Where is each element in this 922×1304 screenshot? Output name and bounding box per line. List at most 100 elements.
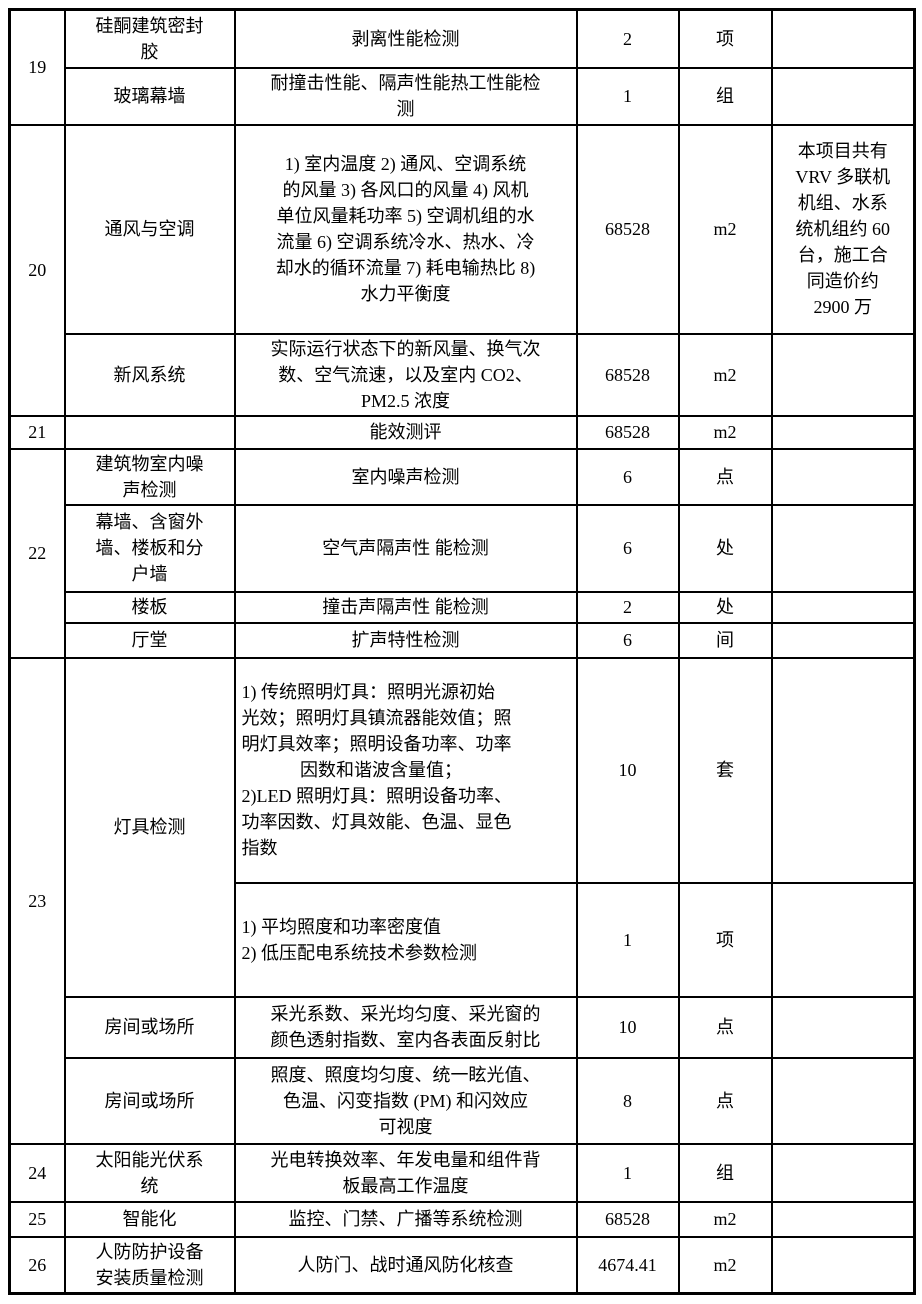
item-cell: 灯具检测 [63,656,236,998]
quantity-cell: 68528 [575,1200,680,1238]
desc-cell: 1) 平均照度和功率密度值 2) 低压配电系统技术参数检测 [233,881,578,998]
seq-cell: 26 [8,1235,66,1294]
desc-cell: 能效测评 [233,414,578,450]
unit-cell: 组 [677,66,773,126]
quantity-cell: 68528 [575,414,680,450]
unit-cell: m2 [677,123,773,335]
item-cell: 太阳能光伏系 统 [63,1142,236,1203]
unit-cell: 处 [677,590,773,624]
remark-cell [770,503,916,593]
unit-cell: 点 [677,995,773,1059]
item-cell: 新风系统 [63,332,236,417]
quantity-cell: 6 [575,503,680,593]
desc-cell: 1) 室内温度 2) 通风、空调系统 的风量 3) 各风口的风量 4) 风机 单… [233,123,578,335]
desc-cell: 1) 传统照明灯具：照明光源初始 光效；照明灯具镇流器能效值；照 明灯具效率；照… [233,656,578,884]
remark-cell [770,621,916,659]
seq-cell: 19 [8,8,66,126]
remark-cell [770,881,916,998]
quantity-cell: 68528 [575,123,680,335]
table-row: 房间或场所 采光系数、采光均匀度、采光窗的 颜色透射指数、室内各表面反射比 10… [10,995,916,1059]
quantity-cell: 6 [575,447,680,506]
quantity-cell: 2 [575,590,680,624]
quantity-cell: 4674.41 [575,1235,680,1294]
table-row: 20 通风与空调 1) 室内温度 2) 通风、空调系统 的风量 3) 各风口的风… [8,123,916,417]
unit-cell: 处 [677,503,773,593]
item-cell: 通风与空调 [63,123,236,335]
quantity-cell: 10 [575,995,680,1059]
unit-cell: m2 [677,1235,773,1294]
table-row: 22 建筑物室内噪 声检测 室内噪声检测 6 点 [8,447,916,659]
seq-cell: 20 [8,123,66,417]
remark-cell [770,590,916,624]
item-cell: 厅堂 [63,621,236,659]
seq-cell: 23 [8,656,66,1145]
remark-cell [770,447,916,506]
item-cell: 房间或场所 [63,1056,236,1145]
remark-cell [770,1056,916,1145]
item-cell: 智能化 [63,1200,236,1238]
unit-cell: 组 [677,1142,773,1203]
table-row: 房间或场所 照度、照度均匀度、统一眩光值、 色温、闪变指数 (PM) 和闪效应 … [10,1056,916,1145]
quantity-cell: 2 [575,8,680,69]
table-row: 厅堂 扩声特性检测 6 间 [10,621,916,659]
unit-cell: 点 [677,1056,773,1145]
table-row: 楼板 撞击声隔声性 能检测 2 处 [10,590,916,624]
table-row: 玻璃幕墙 耐撞击性能、隔声性能热工性能检 测 1 组 [10,66,916,126]
table-row: 19 硅酮建筑密封 胶 剥离性能检测 2 项 [8,8,916,126]
remark-cell [770,332,916,417]
remark-cell [770,1200,916,1238]
desc-cell: 空气声隔声性 能检测 [233,503,578,593]
item-cell: 建筑物室内噪 声检测 [63,447,236,506]
table-row: 新风系统 实际运行状态下的新风量、换气次 数、空气流速，以及室内 CO2、 PM… [10,332,916,417]
desc-cell: 室内噪声检测 [233,447,578,506]
quantity-cell: 10 [575,656,680,884]
unit-cell: m2 [677,414,773,450]
remark-cell [770,8,916,69]
unit-cell: 套 [677,656,773,884]
desc-cell: 剥离性能检测 [233,8,578,69]
remark-cell [770,414,916,450]
desc-cell: 人防门、战时通风防化核查 [233,1235,578,1294]
item-cell: 楼板 [63,590,236,624]
table-row: 25 智能化 监控、门禁、广播等系统检测 68528 m2 [8,1200,916,1238]
table-row: 21 能效测评 68528 m2 [8,414,916,450]
desc-cell: 照度、照度均匀度、统一眩光值、 色温、闪变指数 (PM) 和闪效应 可视度 [233,1056,578,1145]
table-row: 24 太阳能光伏系 统 光电转换效率、年发电量和组件背 板最高工作温度 1 组 [8,1142,916,1203]
desc-cell: 实际运行状态下的新风量、换气次 数、空气流速，以及室内 CO2、 PM2.5 浓… [233,332,578,417]
desc-cell: 撞击声隔声性 能检测 [233,590,578,624]
desc-cell: 耐撞击性能、隔声性能热工性能检 测 [233,66,578,126]
item-cell [63,414,236,450]
item-cell: 房间或场所 [63,995,236,1059]
remark-cell [770,656,916,884]
desc-cell: 扩声特性检测 [233,621,578,659]
item-cell: 人防防护设备 安装质量检测 [63,1235,236,1294]
remark-cell [770,1235,916,1294]
quantity-cell: 68528 [575,332,680,417]
table-row: 幕墙、含窗外 墙、楼板和分 户墙 空气声隔声性 能检测 6 处 [10,503,916,593]
desc-cell: 采光系数、采光均匀度、采光窗的 颜色透射指数、室内各表面反射比 [233,995,578,1059]
unit-cell: 项 [677,8,773,69]
seq-cell: 25 [8,1200,66,1238]
quantity-cell: 1 [575,66,680,126]
unit-cell: 项 [677,881,773,998]
seq-cell: 24 [8,1142,66,1203]
quantity-cell: 1 [575,881,680,998]
remark-cell [770,995,916,1059]
desc-cell: 监控、门禁、广播等系统检测 [233,1200,578,1238]
remark-cell: 本项目共有 VRV 多联机 机组、水系 统机组约 60 台，施工合 同造价约 2… [770,123,916,335]
item-cell: 硅酮建筑密封 胶 [63,8,236,69]
item-cell: 幕墙、含窗外 墙、楼板和分 户墙 [63,503,236,593]
quantity-cell: 6 [575,621,680,659]
testing-items-table: 19 硅酮建筑密封 胶 剥离性能检测 2 项 玻璃幕墙 耐撞击性能、隔声性能热工… [8,8,916,1295]
table-row: 23 灯具检测 1) 传统照明灯具：照明光源初始 光效；照明灯具镇流器能效值；照… [8,656,916,1145]
remark-cell [770,66,916,126]
seq-cell: 22 [8,447,66,659]
unit-cell: m2 [677,1200,773,1238]
table-row: 26 人防防护设备 安装质量检测 人防门、战时通风防化核查 4674.41 m2 [8,1235,916,1294]
unit-cell: 点 [677,447,773,506]
item-cell: 玻璃幕墙 [63,66,236,126]
unit-cell: m2 [677,332,773,417]
desc-cell: 光电转换效率、年发电量和组件背 板最高工作温度 [233,1142,578,1203]
seq-cell: 21 [8,414,66,450]
quantity-cell: 8 [575,1056,680,1145]
